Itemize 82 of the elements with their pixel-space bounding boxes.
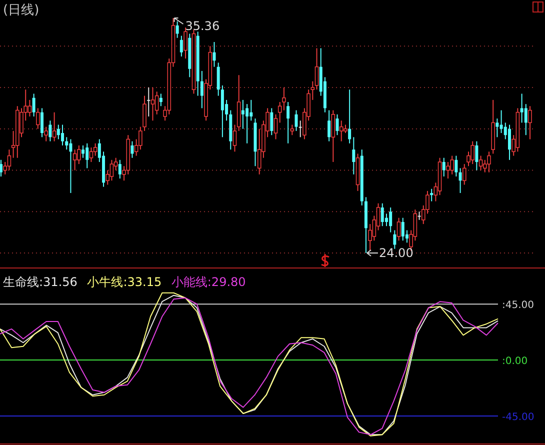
candlestick xyxy=(270,108,274,136)
candlestick xyxy=(250,99,253,122)
candlestick xyxy=(89,147,94,162)
candlestick xyxy=(446,161,450,180)
candlestick xyxy=(212,41,216,68)
candlestick xyxy=(154,91,159,115)
candlestick xyxy=(352,136,356,175)
candlestick xyxy=(508,124,511,160)
y-tick-label: :45.00 xyxy=(502,300,534,312)
candlestick xyxy=(496,118,499,138)
candlestick xyxy=(475,140,478,171)
y-tick-label: -45.00 xyxy=(502,412,534,424)
candlestick xyxy=(86,142,89,169)
y-tick-label: :0.00 xyxy=(502,356,528,368)
candlestick xyxy=(401,217,404,242)
candlestick xyxy=(65,136,68,150)
candlestick xyxy=(328,110,331,142)
candlestick xyxy=(380,202,384,227)
candlestick xyxy=(69,138,72,194)
annotation: 24.00 xyxy=(378,246,414,260)
candlestick xyxy=(61,124,64,146)
candlestick xyxy=(216,62,220,96)
candlestick xyxy=(450,155,454,175)
chart-title: (日线) xyxy=(3,3,40,18)
candlestick xyxy=(393,230,396,250)
candlestick xyxy=(331,110,336,162)
candlestick xyxy=(470,140,474,165)
candlestick xyxy=(220,84,224,138)
series-label: 小能线:29.80 xyxy=(171,275,246,289)
candlestick xyxy=(130,140,134,158)
candlestick xyxy=(462,164,466,186)
candlestick xyxy=(500,110,503,134)
candlestick xyxy=(52,112,56,142)
candlestick xyxy=(110,159,114,182)
candlestick xyxy=(7,149,12,171)
candlestick xyxy=(36,108,40,130)
candlestick xyxy=(442,157,446,177)
candlestick xyxy=(82,144,85,158)
candlestick xyxy=(314,48,319,90)
text: 生命线:31.56 xyxy=(3,275,78,289)
candlestick xyxy=(336,114,339,136)
candlestick xyxy=(180,35,183,57)
candlestick xyxy=(0,159,2,177)
candlestick xyxy=(200,70,204,109)
candlestick xyxy=(93,142,98,156)
candlestick xyxy=(348,89,352,144)
candlestick xyxy=(274,114,278,140)
candlestick xyxy=(150,87,155,122)
candlestick xyxy=(528,106,532,140)
candlestick xyxy=(118,159,122,180)
candlestick xyxy=(241,99,244,130)
candlestick xyxy=(147,87,150,117)
candlestick xyxy=(458,168,462,194)
candlestick xyxy=(232,124,237,152)
candlestick xyxy=(184,27,188,60)
candlestick xyxy=(40,108,44,138)
candlestick xyxy=(286,101,290,144)
candlestick xyxy=(56,124,60,140)
candlestick xyxy=(418,211,421,220)
candlestick xyxy=(44,126,48,142)
candlestick xyxy=(290,124,294,136)
candlestick xyxy=(454,155,458,177)
candlestick xyxy=(28,99,32,117)
candlestick xyxy=(32,93,36,117)
candlestick xyxy=(48,120,52,142)
candlestick xyxy=(520,93,524,124)
candlestick xyxy=(478,155,483,171)
candlestick xyxy=(339,120,344,142)
candlestick xyxy=(294,110,298,132)
candlestick xyxy=(176,20,179,38)
candlestick xyxy=(246,104,249,144)
candlestick xyxy=(396,217,401,242)
candlestick xyxy=(487,151,491,173)
annotation: 35.36 xyxy=(185,19,220,33)
candlestick xyxy=(298,120,302,138)
candlestick xyxy=(257,128,262,175)
candlestick xyxy=(430,188,434,202)
series-label: 小牛线:33.15 xyxy=(87,275,162,289)
candlestick xyxy=(389,206,392,233)
candlestick xyxy=(524,104,528,136)
candlestick xyxy=(72,149,77,171)
candlestick xyxy=(159,93,162,107)
